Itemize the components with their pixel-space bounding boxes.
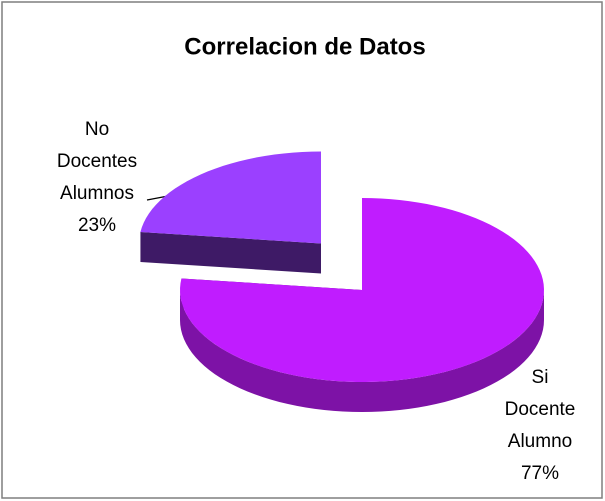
chart-title: Correlacion de Datos [184, 33, 425, 60]
slice-side [180, 290, 544, 412]
slice-label: No Docentes Alumnos [57, 119, 137, 204]
slice-side [140, 231, 321, 274]
slice [140, 151, 321, 244]
slice-label: Si Docente Alumno [505, 367, 576, 452]
slice [180, 198, 544, 382]
value-label: 23% [78, 215, 116, 236]
value-label: 77% [521, 463, 559, 484]
